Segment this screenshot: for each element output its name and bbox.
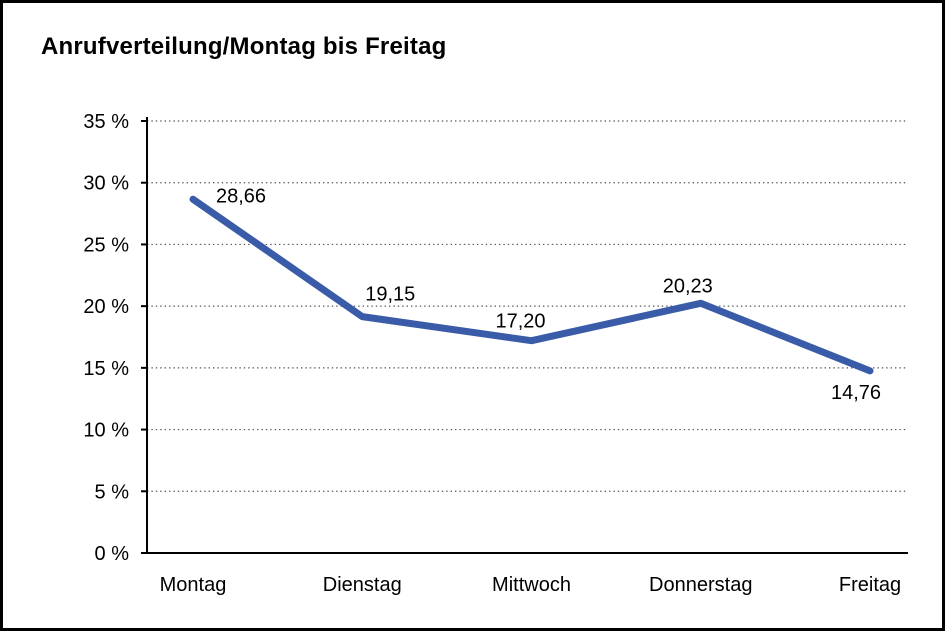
value-label: 19,15 (365, 284, 415, 306)
series-line (189, 195, 874, 375)
y-tick-label: 0 % (95, 543, 130, 565)
x-category-label: Mittwoch (492, 574, 571, 596)
chart-title: Anrufverteilung/Montag bis Freitag (41, 33, 447, 60)
y-tick-label: 35 % (83, 111, 129, 133)
line-chart: 0 % 5 % 10 % 15 % 20 % 25 % 30 % 35 % Montag Dien… (83, 111, 908, 596)
value-label: 28,66 (216, 185, 266, 207)
y-tick-label: 20 % (83, 296, 129, 318)
x-category-label: Montag (160, 574, 227, 596)
x-category-label: Donnerstag (649, 574, 752, 596)
y-tick-label: 5 % (95, 481, 130, 503)
y-tick-label: 10 % (83, 420, 129, 442)
x-category-label: Dienstag (323, 574, 402, 596)
y-tick-label: 25 % (83, 234, 129, 256)
x-category-label: Freitag (839, 574, 901, 596)
y-tick-label: 15 % (83, 358, 129, 380)
y-tick-label: 30 % (83, 173, 129, 195)
value-label: 17,20 (495, 311, 545, 333)
value-label: 20,23 (663, 275, 713, 297)
value-label: 14,76 (831, 382, 881, 404)
